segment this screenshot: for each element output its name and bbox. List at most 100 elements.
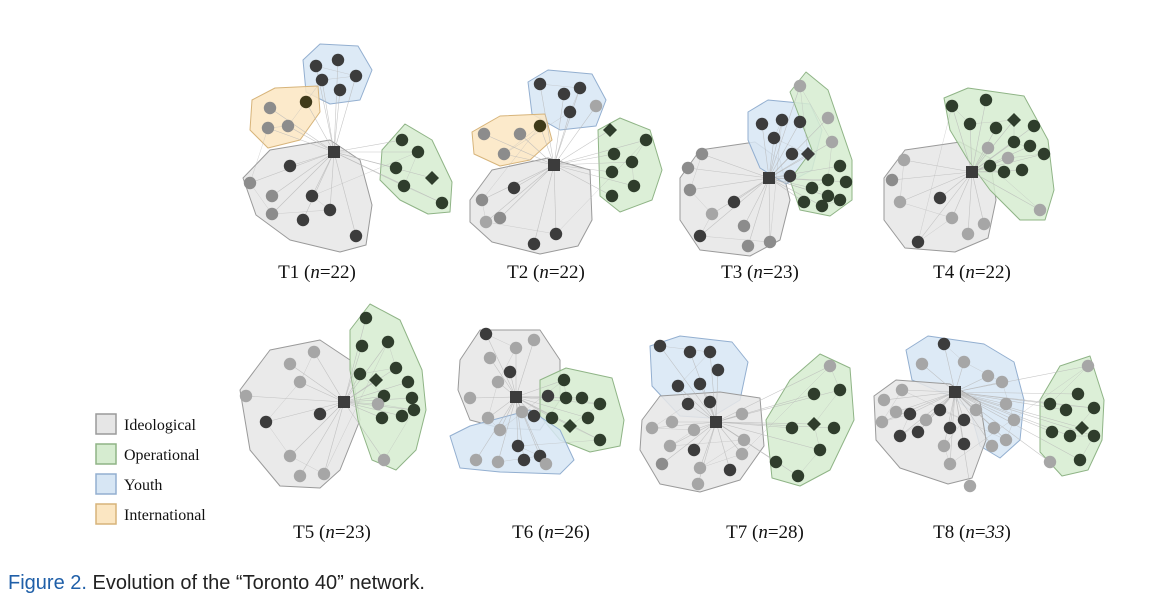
- network-edge: [954, 391, 1095, 409]
- network-edge: [383, 409, 415, 461]
- network-node: [833, 193, 847, 207]
- network-edge: [503, 153, 555, 166]
- network-edge: [971, 145, 1031, 173]
- network-edge: [661, 421, 717, 465]
- network-node: [491, 375, 505, 389]
- panel-label: T1 (n=22): [278, 262, 356, 283]
- panel-label-eq: =: [975, 522, 986, 543]
- network-edge: [267, 127, 335, 153]
- network-edge: [265, 401, 345, 423]
- network-node: [911, 425, 925, 439]
- network-panel-t8: T8 (n=33): [873, 335, 1105, 543]
- legend-label: Ideological: [124, 417, 197, 434]
- network-edge: [265, 381, 301, 423]
- network-node: [625, 155, 639, 169]
- network-edge: [333, 151, 443, 204]
- network-node: [405, 391, 419, 405]
- network-node: [411, 145, 425, 159]
- network-edge: [954, 391, 1095, 437]
- panel-label-n-value: 33: [985, 522, 1005, 543]
- network-node: [265, 207, 279, 221]
- network-node: [937, 439, 951, 453]
- network-node: [509, 341, 523, 355]
- network-node: [581, 411, 595, 425]
- network-node: [259, 415, 273, 429]
- network-node: [497, 147, 511, 161]
- network-edge: [333, 139, 403, 153]
- network-node: [477, 127, 491, 141]
- network-edge: [769, 119, 783, 243]
- network-node: [691, 477, 705, 491]
- network-node-diamond: [603, 123, 617, 137]
- network-node: [919, 413, 933, 427]
- network-node: [681, 397, 695, 411]
- network-figure: T1 (n=22) T2 (n=22) T3 (n=23) T4 (n=22) T5 (…: [95, 43, 1105, 543]
- network-node: [395, 133, 409, 147]
- panel-label-eq: =: [975, 262, 986, 283]
- network-node: [359, 311, 373, 325]
- network-node: [805, 181, 819, 195]
- network-edge: [515, 396, 589, 419]
- network-edge: [899, 171, 973, 203]
- network-node: [639, 133, 653, 147]
- network-node: [981, 369, 995, 383]
- network-node: [491, 455, 505, 469]
- network-node: [995, 375, 1009, 389]
- network-node: [821, 111, 835, 125]
- network-node: [945, 211, 959, 225]
- network-node: [893, 195, 907, 209]
- network-edge: [969, 123, 973, 173]
- network-edge: [699, 439, 745, 469]
- network-node: [283, 449, 297, 463]
- network-node: [987, 421, 1001, 435]
- network-node: [885, 173, 899, 187]
- network-node: [261, 121, 275, 135]
- network-edge: [951, 105, 973, 173]
- network-node: [897, 153, 911, 167]
- panel-label-n-value: 22: [331, 262, 350, 283]
- network-node: [943, 421, 957, 435]
- network-edge: [553, 164, 557, 235]
- network-edge: [715, 421, 815, 425]
- network-node: [969, 403, 983, 417]
- network-edge: [539, 125, 555, 166]
- network-node: [681, 161, 695, 175]
- network-edge: [315, 65, 357, 77]
- network-node: [821, 189, 835, 203]
- network-node: [533, 77, 547, 91]
- network-node: [687, 443, 701, 457]
- network-node: [813, 443, 827, 457]
- panel-label-id: T7 (: [726, 522, 758, 543]
- panel-label-n: n: [325, 522, 335, 543]
- network-node: [545, 411, 559, 425]
- panel-label: T4 (n=22): [933, 262, 1011, 283]
- panel-label-n-value: 22: [986, 262, 1005, 283]
- panel-label-eq: =: [320, 262, 331, 283]
- network-node: [683, 183, 697, 197]
- network-node-diamond: [1007, 113, 1021, 127]
- network-node: [381, 335, 395, 349]
- cluster-hull: [873, 379, 987, 485]
- network-node: [827, 421, 841, 435]
- network-edge: [269, 107, 335, 153]
- network-edge: [899, 409, 941, 437]
- network-node: [483, 351, 497, 365]
- network-edge: [333, 59, 339, 153]
- network-node: [755, 117, 769, 131]
- network-hub-square: [548, 159, 560, 171]
- network-node: [517, 453, 531, 467]
- network-edge: [909, 391, 956, 415]
- network-edge: [743, 177, 770, 227]
- network-edge: [489, 357, 517, 398]
- network-edge: [768, 117, 829, 179]
- network-node: [1045, 425, 1059, 439]
- network-node: [605, 165, 619, 179]
- legend-item-operational: Operational: [95, 443, 200, 465]
- network-edge: [917, 217, 953, 243]
- network-node: [593, 433, 607, 447]
- network-node-diamond: [807, 417, 821, 431]
- network-edge: [827, 141, 833, 181]
- network-node: [793, 79, 807, 93]
- network-edge: [773, 137, 809, 155]
- network-edge: [711, 177, 770, 215]
